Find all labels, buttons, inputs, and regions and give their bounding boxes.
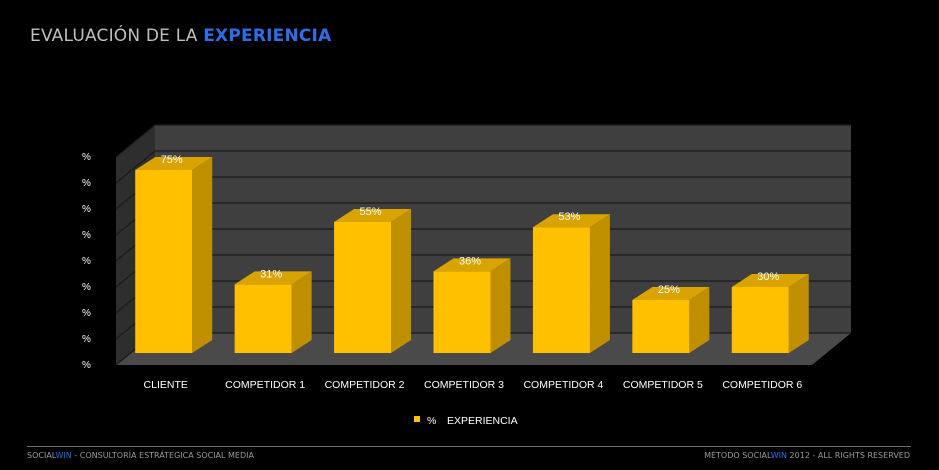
x-axis-label: CLIENTE (144, 379, 188, 391)
footer-right: MÉTODO SOCIALWIN 2012 - ALL RIGHTS RESER… (704, 451, 910, 460)
bar-side (490, 258, 511, 353)
slide-title: EVALUACIÓN DE LA EXPERIENCIA (30, 26, 331, 46)
bar-side (788, 274, 809, 353)
bar-top (532, 214, 610, 228)
bar-5: 53% (532, 211, 610, 353)
bar-top (334, 209, 412, 222)
x-axis-label: COMPETIDOR 4 (523, 379, 603, 391)
bar-1: 75% (135, 154, 213, 353)
footer-left: SOCIALWIN - CONSULTORÍA ESTRÁTEGICA SOCI… (27, 451, 254, 460)
bar-side (391, 209, 412, 353)
footer-brand-win: WIN (55, 451, 72, 460)
bar-top (433, 258, 511, 272)
bar-top (731, 274, 809, 287)
bar-front (731, 287, 789, 353)
legend-swatch (414, 416, 420, 422)
bar-data-label: 75% (161, 154, 183, 166)
x-axis-label: COMPETIDOR 1 (225, 379, 305, 391)
y-tick-label: % (82, 256, 91, 267)
y-tick-label: % (82, 360, 91, 371)
bar-data-label: 31% (260, 268, 282, 280)
bar-6: 25% (632, 284, 710, 353)
bar-front (632, 300, 690, 353)
footer-divider (27, 446, 911, 447)
bar-front (334, 222, 392, 353)
gridline (115, 150, 851, 184)
footer-brand-social-2: SOCIAL (742, 451, 771, 460)
footer-rights: 2012 - ALL RIGHTS RESERVED (787, 451, 910, 460)
y-tick-label: % (82, 230, 91, 241)
bar-data-label: 53% (558, 211, 580, 223)
title-accent: EXPERIENCIA (203, 26, 332, 46)
legend-label: EXPERIENCIA (447, 415, 518, 427)
footer-brand-win-2: WIN (770, 451, 787, 460)
y-tick-label: % (82, 152, 91, 163)
footer-method: MÉTODO (704, 451, 743, 460)
gridline (115, 124, 851, 158)
bar-data-label: 30% (757, 271, 779, 283)
x-axis-labels: CLIENTE COMPETIDOR 1 COMPETIDOR 2 COMPETIDO… (144, 379, 803, 391)
bar-2: 31% (234, 268, 312, 353)
x-axis-label: COMPETIDOR 2 (325, 379, 405, 391)
footer-tagline: - CONSULTORÍA ESTRÁTEGICA SOCIAL MEDIA (71, 451, 254, 460)
title-prefix: EVALUACIÓN DE LA (30, 26, 204, 46)
bar-side (689, 287, 710, 353)
bar-7: 30% (731, 271, 809, 353)
bar-3: 55% (334, 206, 412, 353)
x-axis-label: COMPETIDOR 3 (424, 379, 504, 391)
bar-top (135, 157, 213, 170)
x-axis-label: COMPETIDOR 5 (623, 379, 703, 391)
bar-data-label: 36% (459, 255, 481, 267)
y-axis-ticks: %%%%%%%%% (82, 152, 91, 371)
bar-top (234, 271, 312, 285)
bar-side (589, 214, 610, 353)
bar-front (135, 170, 193, 353)
chart-bars: 75% 31% 55% 36% 53% 25% 30% (135, 154, 809, 353)
y-tick-label: % (82, 308, 91, 319)
experience-bar-chart: %%%%%%%%% 75%31%55%36%53%25%30% CLIENTE C… (82, 124, 851, 427)
legend-marker: % (427, 415, 436, 427)
footer-brand-social: SOCIAL (27, 451, 56, 460)
bar-data-label: 25% (658, 284, 680, 296)
bar-front (234, 284, 292, 353)
bar-side (192, 157, 213, 353)
bar-4: 36% (433, 255, 511, 353)
bar-side (291, 271, 312, 353)
bar-data-label: 55% (360, 206, 382, 218)
bar-front (532, 227, 590, 353)
chart-legend: % EXPERIENCIA (414, 415, 518, 427)
bar-top (632, 287, 710, 300)
y-tick-label: % (82, 178, 91, 189)
y-tick-label: % (82, 282, 91, 293)
bar-front (433, 271, 491, 353)
y-tick-label: % (82, 334, 91, 345)
y-tick-label: % (82, 204, 91, 215)
x-axis-label: COMPETIDOR 6 (722, 379, 802, 391)
